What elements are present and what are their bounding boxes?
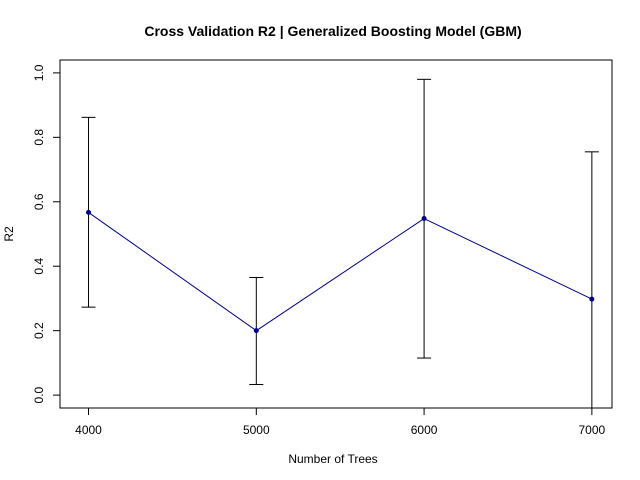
y-tick-label-5: 1.0 <box>32 64 46 81</box>
x-tick-label-0: 4000 <box>75 423 102 437</box>
y-tick-label-2: 0.4 <box>32 258 46 275</box>
series-lines <box>88 212 593 332</box>
y-tick-label-3: 0.6 <box>32 193 46 210</box>
x-tick-label-3: 7000 <box>579 423 606 437</box>
y-tick-label-4: 0.8 <box>32 129 46 146</box>
series-segment-0-2 <box>423 218 593 300</box>
data-markers <box>86 209 595 334</box>
x-tick-label-1: 5000 <box>243 423 270 437</box>
y-tick-label-0: 0.0 <box>32 386 46 403</box>
chart-title: Cross Validation R2 | Generalized Boosti… <box>144 23 521 39</box>
x-axis: 4000 5000 6000 7000 <box>75 407 606 437</box>
error-bars <box>81 78 599 409</box>
y-axis: 0.0 0.2 0.4 0.6 0.8 1.0 <box>32 64 61 403</box>
series-segment-0-1 <box>256 218 425 332</box>
data-point-0-1 <box>253 328 259 334</box>
x-tick-label-2: 6000 <box>411 423 438 437</box>
data-point-0-0 <box>86 209 92 215</box>
plot-frame <box>59 59 613 409</box>
y-tick-label-1: 0.2 <box>32 322 46 339</box>
x-axis-label: Number of Trees <box>288 452 377 466</box>
series-segment-0-0 <box>88 212 257 332</box>
data-point-0-3 <box>589 296 595 302</box>
y-axis-label: R2 <box>2 226 16 242</box>
data-point-0-2 <box>421 216 427 222</box>
